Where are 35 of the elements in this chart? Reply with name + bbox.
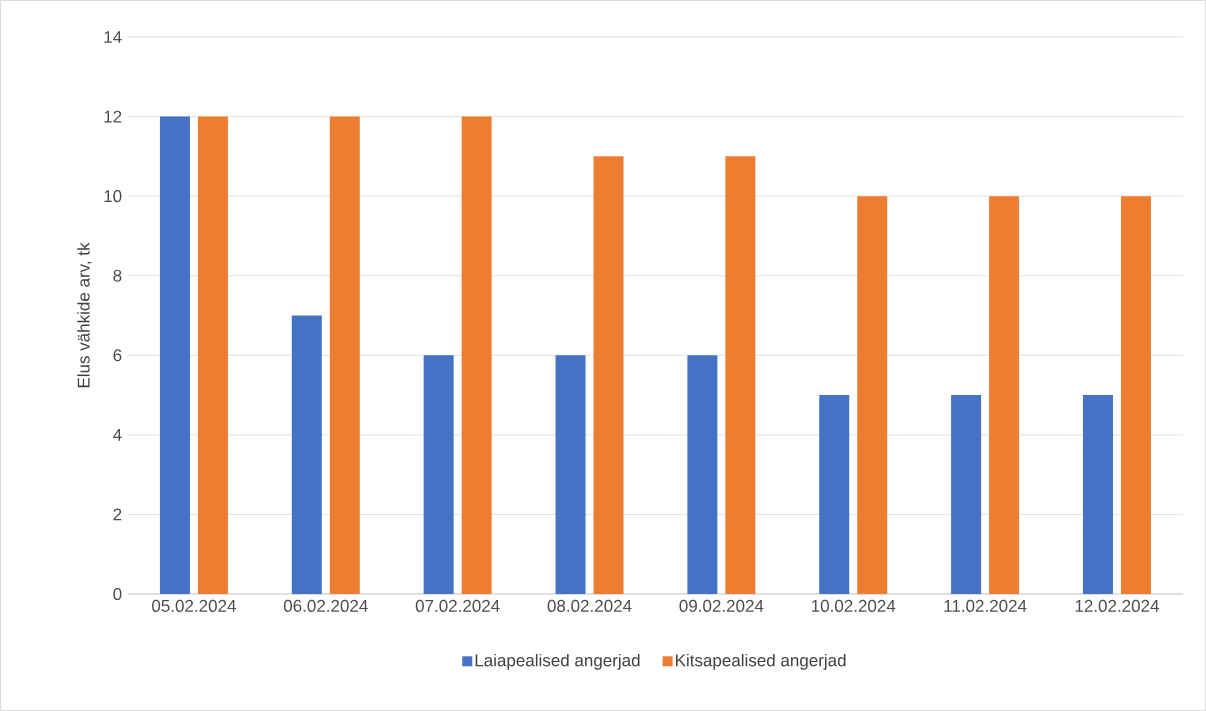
y-tick-label: 2: [113, 508, 122, 521]
bar: [1082, 395, 1113, 594]
bar: [423, 355, 454, 594]
bar: [461, 116, 492, 594]
bar: [159, 116, 190, 594]
legend-label: Laiapealised angerjad: [475, 653, 640, 670]
bar: [951, 395, 982, 594]
x-tick-label: 06.02.2024: [283, 599, 368, 612]
x-tick-label: 08.02.2024: [547, 599, 632, 612]
bar: [819, 395, 850, 594]
y-tick-label: 0: [113, 587, 122, 601]
bar: [329, 116, 360, 594]
bar: [725, 156, 756, 594]
x-tick-label: 05.02.2024: [152, 599, 236, 612]
bar: [687, 355, 718, 594]
bar: [857, 196, 888, 594]
x-tick-label: 07.02.2024: [415, 599, 500, 612]
y-tick-label: 14: [104, 31, 122, 43]
x-tick-label: 11.02.2024: [944, 599, 1027, 612]
y-tick-label: 4: [113, 429, 122, 441]
y-tick-label: 6: [113, 349, 122, 362]
legend-label: Kitsapealised angerjad: [676, 653, 846, 670]
bar: [197, 116, 228, 594]
bar: [989, 196, 1020, 594]
y-axis-title: Elus vähkide arv, tk: [77, 242, 92, 388]
y-tick-label: 12: [104, 110, 122, 123]
bar: [1120, 196, 1151, 594]
x-tick-label: 10.02.2024: [812, 599, 896, 612]
y-tick-label: 8: [113, 269, 122, 282]
bar: [593, 156, 624, 594]
x-tick-label: 09.02.2024: [679, 599, 764, 612]
bar: [555, 355, 586, 594]
bar: [291, 315, 322, 594]
x-tick-label: 12.02.2024: [1075, 599, 1159, 612]
y-tick-label: 10: [104, 190, 122, 203]
